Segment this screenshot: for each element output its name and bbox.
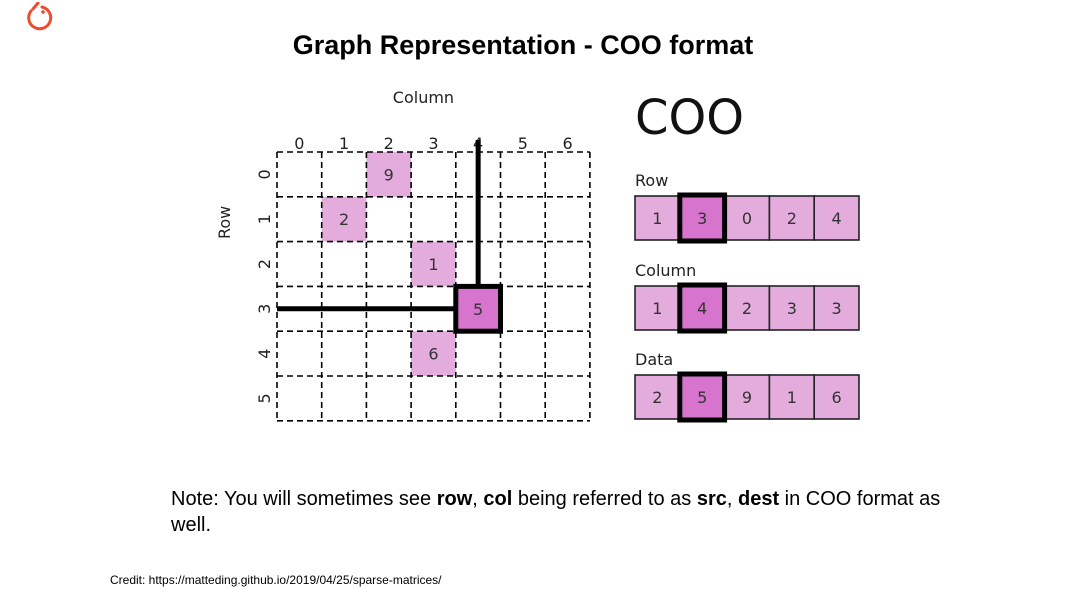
pytorch-logo-icon (27, 2, 53, 31)
highlighted-cell-border (453, 283, 504, 334)
matrix-cell-value: 1 (428, 255, 438, 274)
row-tick-label: 4 (255, 349, 274, 359)
note-part: , (472, 488, 484, 510)
coo-array-cell (768, 195, 816, 241)
note-part: in COO format as well. (171, 488, 941, 536)
coo-array-cell (768, 374, 816, 420)
matrix-cell (366, 152, 412, 197)
coo-array-value: 3 (832, 299, 842, 318)
column-tick-label: 1 (339, 134, 349, 153)
coo-array-cell (634, 374, 681, 420)
column-tick-label: 6 (562, 134, 572, 153)
coo-array-value: 0 (742, 209, 752, 228)
coo-highlight-border (677, 192, 728, 244)
row-tick-label: 1 (255, 214, 274, 224)
matrix-cell-value: 2 (339, 210, 349, 229)
coo-array-cell (768, 285, 816, 331)
note-text: Note: You will sometimes see row, col be… (171, 486, 961, 538)
coo-array-value: 2 (652, 388, 662, 407)
coo-array-value: 4 (697, 299, 707, 318)
coo-diagram: ColumnRow012345601234592156 COORow13024C… (215, 88, 860, 423)
slide-title: Graph Representation - COO format (292, 30, 754, 60)
coo-array-value: 2 (787, 209, 797, 228)
matrix-cell (455, 286, 501, 332)
column-tick-label: 0 (294, 134, 304, 153)
row-tick-label: 0 (255, 169, 274, 179)
coo-array-value: 1 (652, 299, 662, 318)
coo-array-value: 4 (832, 209, 842, 228)
note-part: dest (738, 488, 780, 510)
sparse-matrix: ColumnRow012345601234592156 (215, 88, 591, 422)
matrix-cell-value: 5 (473, 300, 483, 319)
note-part: col (483, 488, 513, 510)
note-part: being referred to as (512, 488, 697, 510)
coo-highlight-border (677, 371, 728, 423)
coo-array-cell (813, 195, 860, 241)
coo-array-cell (634, 285, 681, 331)
matrix-cell-value: 6 (428, 345, 438, 364)
column-axis-label: Column (393, 88, 454, 107)
coo-array-label: Column (635, 261, 696, 280)
note-part: row (436, 488, 473, 510)
coo-array-cell (813, 374, 860, 420)
column-tick-label: 2 (384, 134, 394, 153)
matrix-cell (411, 241, 456, 287)
coo-array-value: 6 (832, 388, 842, 407)
coo-array-value: 3 (787, 299, 797, 318)
matrix-cell (321, 196, 367, 242)
coo-array-label: Row (635, 171, 668, 190)
coo-array-value: 3 (697, 209, 707, 228)
note-part: , (726, 488, 738, 510)
coo-array-cell (813, 285, 860, 331)
matrix-cell-value: 9 (384, 165, 394, 184)
note-part: Note: You will sometimes see (171, 488, 437, 510)
column-tick-label: 3 (428, 134, 438, 153)
credit-text: Credit: https://matteding.github.io/2019… (110, 573, 442, 587)
coo-array-value: 5 (697, 388, 707, 407)
coo-array-value: 1 (652, 209, 662, 228)
coo-heading: COO (635, 90, 744, 146)
coo-array-value: 9 (742, 388, 752, 407)
coo-array-label: Data (635, 350, 673, 369)
coo-highlight-border (677, 282, 728, 334)
row-axis-label: Row (215, 206, 234, 239)
column-tick-label: 5 (518, 134, 528, 153)
row-tick-label: 2 (255, 259, 274, 269)
note-part: src (696, 488, 727, 510)
coo-array-value: 1 (787, 388, 797, 407)
row-tick-label: 5 (255, 393, 274, 403)
row-tick-label: 3 (255, 304, 274, 314)
coo-array-cell (678, 285, 726, 331)
coo-array-value: 2 (742, 299, 752, 318)
matrix-cell (411, 331, 456, 376)
